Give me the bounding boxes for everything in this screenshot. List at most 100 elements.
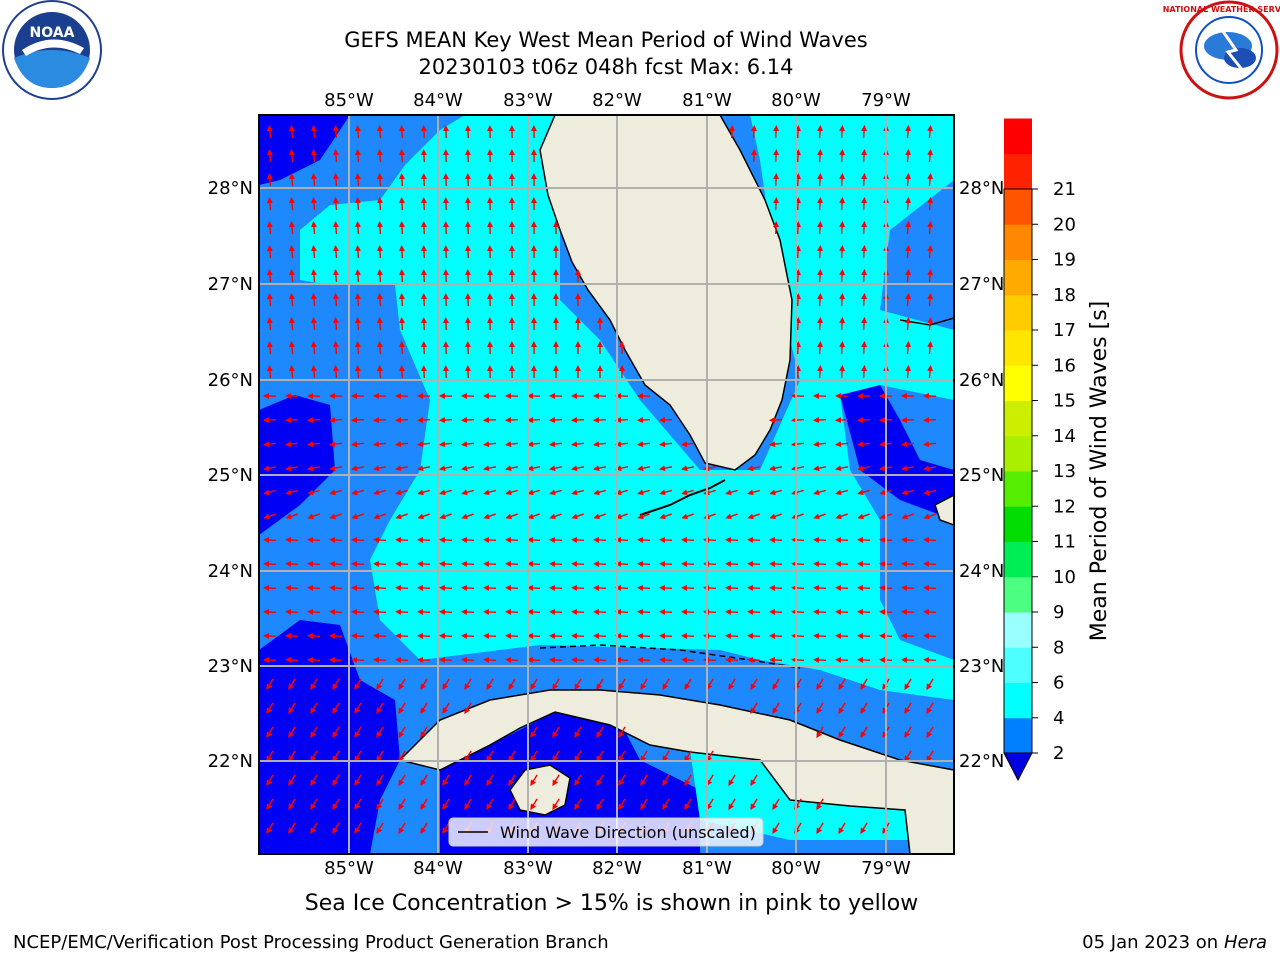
lat-label-right: 27°N [959, 274, 1004, 295]
wave-direction-arrow [571, 513, 584, 520]
wave-direction-arrow [857, 632, 871, 639]
wave-direction-arrow [395, 560, 409, 567]
cuba-landmass [398, 689, 954, 854]
wave-direction-arrow [376, 750, 384, 762]
wave-direction-arrow [527, 560, 541, 567]
wave-direction-arrow [817, 293, 824, 307]
wave-direction-arrow [527, 489, 540, 496]
wave-direction-arrow [420, 149, 427, 163]
wave-direction-arrow [398, 245, 405, 259]
wave-direction-arrow [571, 608, 585, 615]
wave-direction-arrow [483, 513, 496, 520]
wave-direction-arrow [769, 513, 782, 520]
cuban-cays [539, 644, 801, 669]
wave-direction-arrow [615, 513, 628, 520]
wave-direction-arrow [835, 489, 848, 496]
wave-direction-arrow [703, 536, 717, 543]
colorbar-segment [1004, 647, 1032, 683]
wave-direction-arrow [288, 702, 296, 714]
wave-direction-arrow [791, 560, 805, 567]
wave-direction-arrow [376, 365, 383, 379]
lat-label-right: 22°N [959, 751, 1004, 772]
wave-direction-arrow [527, 584, 541, 591]
wave-direction-arrow [285, 465, 299, 472]
wave-direction-arrow [442, 269, 449, 283]
wave-direction-arrow [615, 560, 629, 567]
wave-direction-arrow [505, 560, 519, 567]
wave-direction-arrow [703, 608, 717, 615]
isla-de-la-juventud [509, 764, 571, 816]
wave-direction-arrow [751, 125, 758, 139]
wave-direction-arrow [398, 149, 405, 163]
wave-direction-arrow [376, 269, 383, 283]
wave-direction-arrow [728, 774, 736, 786]
wave-direction-arrow [816, 822, 824, 834]
lon-label-top: 84°W [413, 90, 463, 111]
wave-direction-arrow [923, 465, 937, 472]
wave-direction-arrow [817, 341, 824, 355]
wave-direction-arrow [354, 365, 361, 379]
wave-direction-arrow [574, 750, 582, 762]
wave-direction-arrow [571, 584, 585, 591]
wave-direction-arrow [351, 417, 365, 424]
wave-direction-arrow [266, 341, 273, 355]
wave-direction-arrow [354, 774, 362, 786]
wave-direction-arrow [376, 245, 383, 259]
wave-direction-arrow [750, 702, 758, 714]
wave-direction-arrow [835, 656, 849, 663]
lon-label-bottom: 81°W [682, 858, 732, 879]
wave-direction-arrow [813, 656, 827, 663]
wave-direction-arrow [483, 632, 497, 639]
wave-direction-arrow [905, 293, 912, 307]
wave-direction-arrow [285, 441, 299, 448]
wave-direction-arrow [861, 293, 868, 307]
wave-direction-arrow [307, 536, 321, 543]
wave-direction-arrow [728, 798, 736, 810]
wave-direction-arrow [813, 584, 827, 591]
wave-direction-arrow [417, 584, 431, 591]
wave-direction-arrow [310, 293, 317, 307]
wave-direction-arrow [288, 341, 295, 355]
colorbar-segment [1004, 506, 1032, 542]
wave-direction-arrow [354, 678, 362, 690]
wave-direction-arrow [376, 678, 384, 690]
wave-direction-arrow [285, 513, 298, 520]
wave-direction-arrow [816, 702, 824, 714]
wave-direction-arrow [398, 197, 405, 211]
wave-direction-arrow [681, 441, 695, 448]
wave-direction-arrow [329, 536, 343, 543]
wave-direction-arrow [288, 822, 296, 834]
wave-direction-arrow [395, 441, 409, 448]
wave-direction-arrow [923, 656, 937, 663]
wave-direction-arrow [860, 678, 868, 690]
wave-direction-arrow [420, 269, 427, 283]
wave-direction-arrow [310, 269, 317, 283]
wave-direction-arrow [288, 149, 295, 163]
wave-direction-arrow [373, 656, 387, 663]
wave-direction-arrow [571, 489, 584, 496]
wave-direction-arrow [618, 798, 626, 810]
wave-direction-arrow [527, 632, 541, 639]
wave-direction-arrow [442, 678, 450, 690]
wave-direction-arrow [681, 465, 695, 472]
wave-direction-arrow [839, 341, 846, 355]
wave-direction-arrow [860, 702, 868, 714]
wave-direction-arrow [310, 774, 318, 786]
wave-direction-arrow [527, 513, 540, 520]
wave-direction-arrow [351, 489, 364, 496]
wave-direction-arrow [791, 536, 805, 543]
wave-direction-arrow [417, 560, 431, 567]
wave-direction-arrow [926, 702, 934, 714]
wave-direction-arrow [461, 417, 475, 424]
wave-direction-arrow [861, 149, 868, 163]
wave-direction-arrow [332, 221, 339, 235]
wave-direction-arrow [549, 656, 563, 663]
wave-direction-arrow [769, 536, 783, 543]
wave-direction-arrow [857, 441, 871, 448]
wave-direction-arrow [637, 513, 650, 520]
lat-label-left: 27°N [208, 274, 253, 295]
wave-direction-arrow [310, 149, 317, 163]
map-area: Wind Wave Direction (unscaled) [259, 115, 954, 854]
wave-direction-arrow [464, 774, 472, 786]
wave-direction-arrow [857, 536, 871, 543]
